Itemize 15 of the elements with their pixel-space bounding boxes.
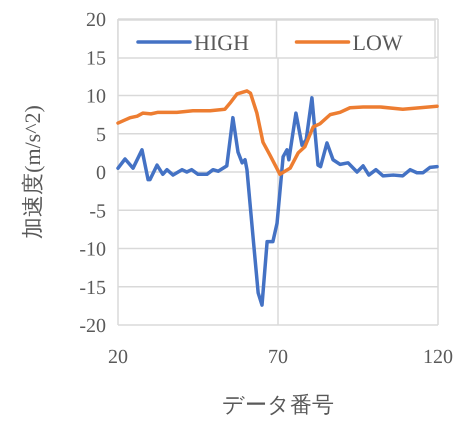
y-tick-label: -15 — [79, 276, 106, 299]
x-axis-title: データ番号 — [222, 392, 334, 417]
x-tick-label: 70 — [268, 346, 288, 368]
legend-label: HIGH — [194, 30, 250, 55]
y-axis-title: 加速度(m/s^2) — [20, 105, 45, 239]
y-tick-label: 20 — [86, 9, 106, 31]
y-tick-label: -20 — [79, 315, 106, 337]
legend-label: LOW — [352, 30, 403, 55]
y-tick-label: 5 — [96, 124, 106, 146]
y-tick-label: 15 — [86, 47, 106, 70]
y-tick-label: -5 — [89, 200, 106, 222]
y-tick-label: 0 — [96, 162, 106, 184]
y-tick-label: 10 — [86, 86, 106, 108]
x-tick-label: 120 — [423, 346, 453, 368]
y-tick-label: -10 — [79, 238, 106, 260]
